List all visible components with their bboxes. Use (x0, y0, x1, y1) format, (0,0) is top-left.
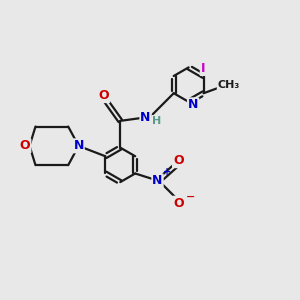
Text: +: + (164, 167, 172, 177)
Text: CH₃: CH₃ (218, 80, 240, 90)
Text: O: O (99, 89, 109, 102)
Text: O: O (173, 197, 184, 210)
Text: N: N (140, 111, 151, 124)
Text: −: − (186, 192, 195, 202)
Text: O: O (20, 139, 30, 152)
Text: I: I (201, 62, 205, 75)
Text: O: O (173, 154, 184, 167)
Text: N: N (74, 139, 84, 152)
Text: N: N (188, 98, 198, 111)
Text: N: N (152, 174, 163, 188)
Text: H: H (152, 116, 161, 126)
